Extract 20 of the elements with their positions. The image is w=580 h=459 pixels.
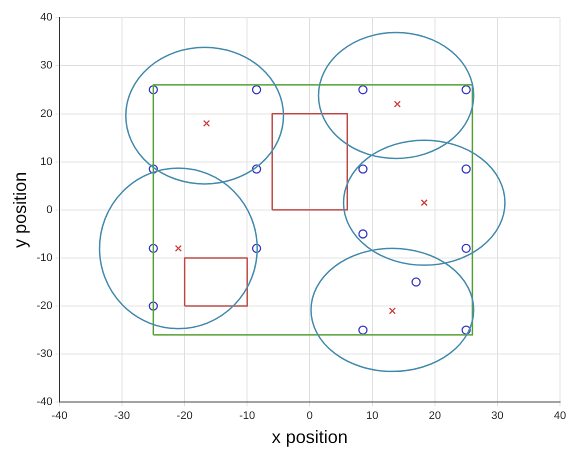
x-tick-label: 40 xyxy=(554,410,566,422)
x-tick-label: -20 xyxy=(176,410,193,422)
y-tick-label: -30 xyxy=(36,348,52,360)
y-tick-label: 0 xyxy=(46,204,52,216)
x-tick-label: 30 xyxy=(491,410,504,422)
y-tick-label: 40 xyxy=(40,12,52,24)
y-tick-label: 20 xyxy=(40,108,52,120)
y-axis-title: y position xyxy=(10,172,30,248)
y-tick-label: -40 xyxy=(36,396,52,408)
x-tick-label: -10 xyxy=(239,410,256,422)
x-tick-label: 20 xyxy=(428,410,441,422)
x-tick-label: 10 xyxy=(366,410,378,422)
y-tick-label: -20 xyxy=(36,300,52,312)
x-tick-label: 0 xyxy=(306,410,313,422)
x-axis-title: x position xyxy=(272,427,348,448)
y-tick-label: 10 xyxy=(40,156,52,168)
x-tick-label: -40 xyxy=(52,410,68,422)
y-tick-label: 30 xyxy=(40,60,52,72)
x-tick-label: -30 xyxy=(114,410,130,422)
y-tick-label: -10 xyxy=(36,252,52,264)
